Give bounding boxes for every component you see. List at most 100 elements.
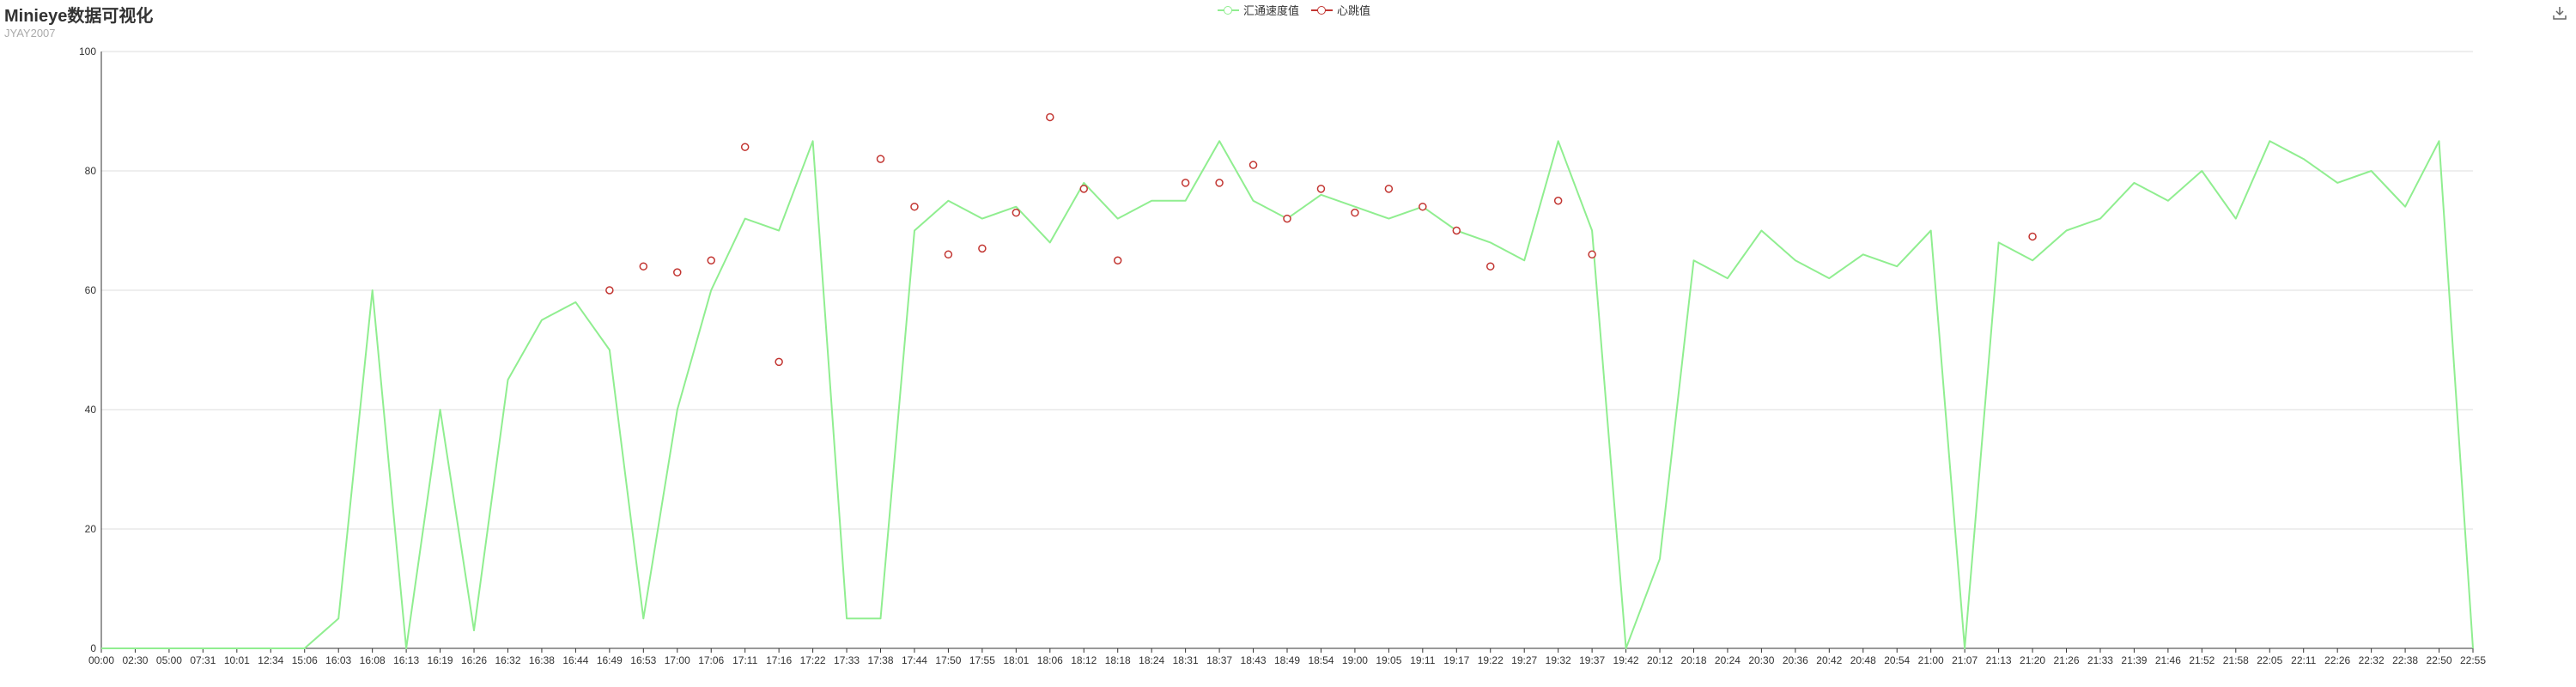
x-tick-label: 16:13	[393, 654, 419, 666]
x-tick-label: 19:00	[1342, 654, 1368, 666]
x-tick-label: 22:38	[2392, 654, 2418, 666]
heartbeat-point	[1485, 262, 1495, 271]
heartbeat-point	[1215, 179, 1224, 187]
heartbeat-point	[1012, 208, 1021, 217]
legend: 汇通速度值 心跳值	[1218, 2, 1370, 18]
x-tick-label: 21:52	[2189, 654, 2215, 666]
axes: 0 20 40 60 80 100 00:00 02:30 05:00 07:31 10:01 12:…	[79, 46, 2486, 666]
x-tick-label: 20:36	[1783, 654, 1808, 666]
x-tick-label: 02:30	[122, 654, 148, 666]
x-tick-label: 21:46	[2155, 654, 2181, 666]
legend-symbol-heartbeat-icon	[1311, 4, 1334, 16]
x-tick-label: 21:26	[2053, 654, 2079, 666]
x-tick-label: 20:12	[1647, 654, 1673, 666]
heartbeat-point	[707, 256, 715, 264]
x-tick-label: 17:06	[698, 654, 724, 666]
heartbeat-point	[2028, 232, 2037, 241]
x-tick-label: 18:18	[1105, 654, 1131, 666]
x-tick-label: 07:31	[190, 654, 216, 666]
x-tick-label: 17:44	[902, 654, 927, 666]
x-tick-label: 16:08	[360, 654, 386, 666]
x-tick-label: 17:55	[969, 654, 995, 666]
heartbeat-point	[1553, 197, 1563, 205]
x-tick-label: 21:33	[2087, 654, 2113, 666]
heartbeat-point	[1113, 256, 1122, 264]
x-tick-label: 20:30	[1748, 654, 1774, 666]
x-tick-label: 12:34	[258, 654, 283, 666]
heartbeat-point	[1316, 185, 1326, 193]
x-tick-label: 20:18	[1680, 654, 1706, 666]
heartbeat-point	[910, 202, 919, 211]
heartbeat-point	[740, 143, 750, 151]
heartbeat-point	[978, 244, 987, 253]
heartbeat-point	[1046, 112, 1054, 122]
heartbeat-point	[605, 286, 614, 295]
x-tick-label: 19:17	[1443, 654, 1469, 666]
x-tick-label: 20:42	[1816, 654, 1842, 666]
x-tick-label: 22:05	[2257, 654, 2282, 666]
x-tick-label: 17:33	[834, 654, 860, 666]
legend-item-speed[interactable]: 汇通速度值	[1218, 2, 1299, 18]
x-tick-label: 18:06	[1037, 654, 1063, 666]
heartbeat-point	[1351, 208, 1359, 217]
heartbeat-point	[775, 357, 783, 367]
y-tick-label: 80	[85, 165, 97, 177]
x-tick-label: 18:54	[1308, 654, 1334, 666]
x-tick-label: 22:11	[2291, 654, 2316, 666]
x-tick-label: 00:00	[88, 654, 114, 666]
x-tick-label: 15:06	[292, 654, 318, 666]
x-tick-label: 16:53	[630, 654, 656, 666]
heartbeat-point	[1181, 179, 1190, 187]
x-tick-label: 17:11	[732, 654, 757, 666]
heartbeat-point	[639, 262, 648, 271]
x-tick-label: 16:49	[597, 654, 623, 666]
heartbeat-point	[1283, 214, 1291, 223]
y-tick-label: 60	[85, 284, 97, 296]
x-tick-label: 19:42	[1613, 654, 1639, 666]
x-tick-label: 18:43	[1241, 654, 1267, 666]
x-tick-label: 18:37	[1206, 654, 1232, 666]
heartbeat-point	[1384, 185, 1394, 193]
legend-label-speed: 汇通速度值	[1243, 4, 1300, 17]
legend-item-heartbeat[interactable]: 心跳值	[1311, 2, 1370, 18]
x-tick-label: 19:32	[1546, 654, 1571, 666]
y-tick-label: 20	[85, 523, 97, 535]
x-tick-label: 20:24	[1715, 654, 1741, 666]
x-tick-label: 22:55	[2460, 654, 2486, 666]
x-tick-label: 19:22	[1478, 654, 1504, 666]
y-tick-label: 40	[85, 404, 97, 416]
x-tick-label: 16:44	[562, 654, 588, 666]
x-tick-label: 19:05	[1376, 654, 1401, 666]
heartbeat-point	[1419, 202, 1427, 211]
chart-title: Minieye数据可视化	[4, 7, 154, 26]
y-tick-label: 100	[79, 46, 96, 58]
x-tick-label: 21:00	[1918, 654, 1944, 666]
heartbeat-point	[944, 250, 953, 259]
x-tick-label: 05:00	[156, 654, 182, 666]
x-tick-label: 16:32	[495, 654, 520, 666]
x-tick-label: 18:24	[1139, 654, 1164, 666]
x-tick-label: 17:22	[800, 654, 826, 666]
x-tick-label: 18:12	[1071, 654, 1097, 666]
x-tick-label: 20:54	[1884, 654, 1910, 666]
x-tick-label: 18:31	[1173, 654, 1199, 666]
x-tick-label: 18:01	[1003, 654, 1029, 666]
x-tick-label: 21:39	[2121, 654, 2147, 666]
x-tick-label: 21:20	[2020, 654, 2045, 666]
x-tick-label: 19:37	[1579, 654, 1605, 666]
x-tick-label: 16:03	[325, 654, 351, 666]
x-tick-label: 22:50	[2427, 654, 2452, 666]
x-tick-label: 22:26	[2324, 654, 2350, 666]
x-tick-label: 16:38	[529, 654, 555, 666]
x-tick-label: 17:16	[766, 654, 792, 666]
y-tick-label: 0	[90, 642, 96, 654]
x-tick-label: 17:50	[935, 654, 961, 666]
x-tick-label: 18:49	[1274, 654, 1300, 666]
heartbeat-points	[605, 112, 2037, 367]
download-icon[interactable]	[2552, 5, 2567, 21]
x-tick-label: 20:48	[1850, 654, 1876, 666]
x-tick-label: 21:13	[1986, 654, 2012, 666]
heartbeat-point	[1588, 250, 1596, 259]
heartbeat-point	[673, 268, 682, 277]
